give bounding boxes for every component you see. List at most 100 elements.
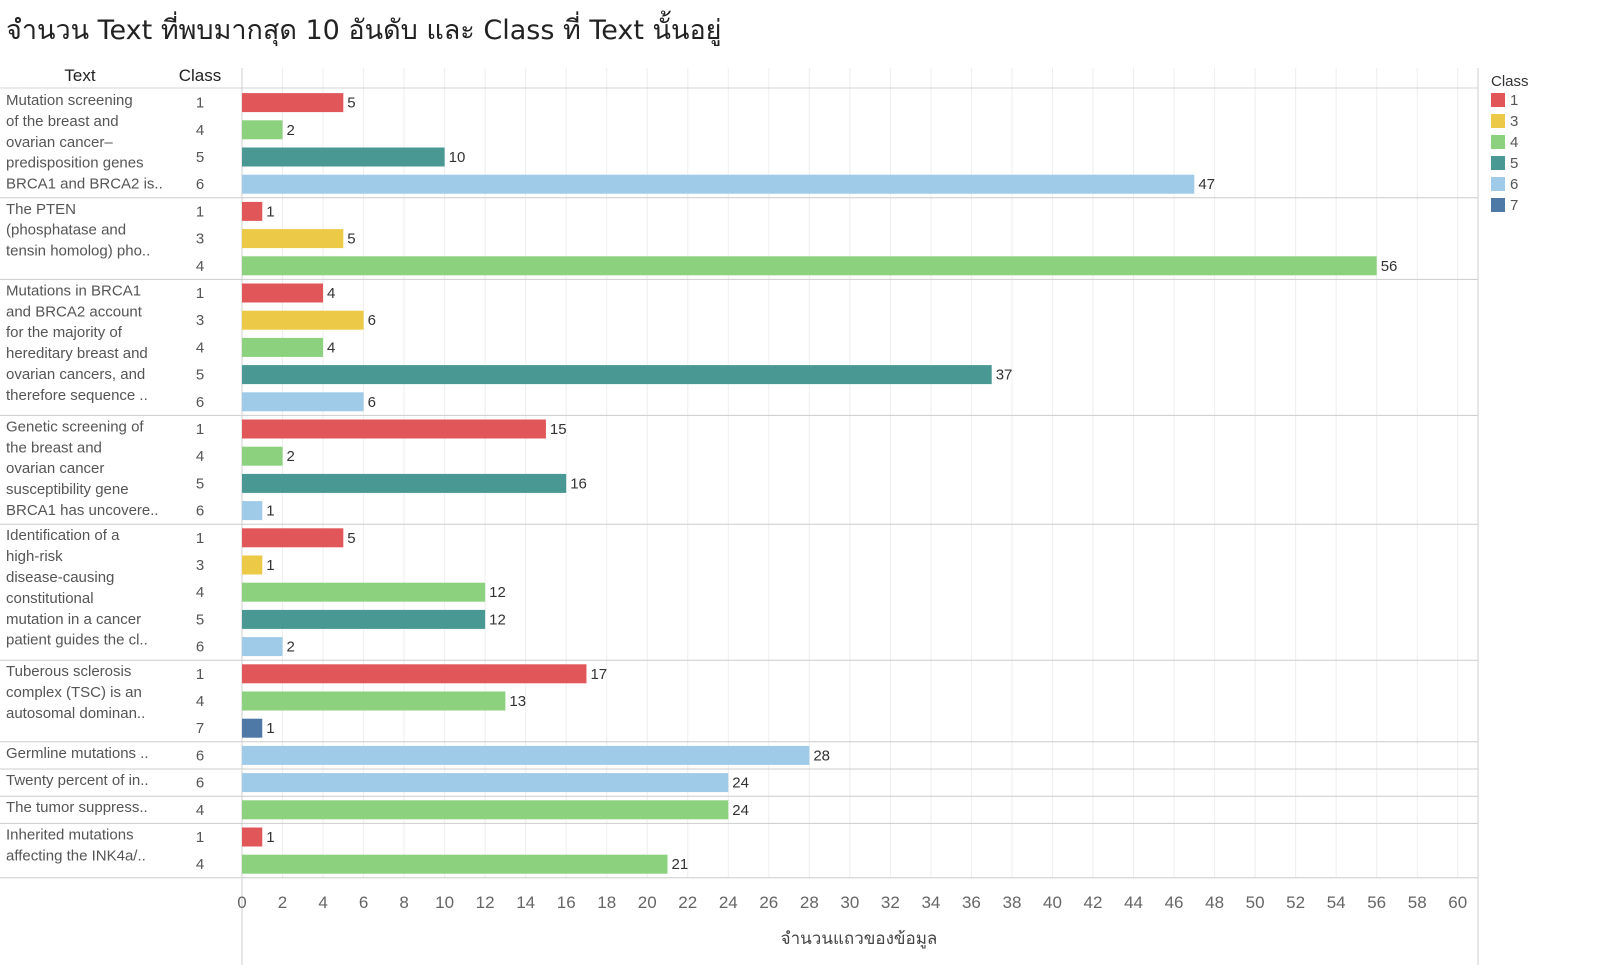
grid-lines bbox=[241, 68, 1459, 878]
legend[interactable]: Class 1 3 4 5 6 7 bbox=[1491, 73, 1529, 214]
legend-swatch-5[interactable] bbox=[1491, 156, 1505, 170]
row-text-label: The tumor suppress.. bbox=[6, 799, 148, 816]
bar-class-4[interactable] bbox=[242, 446, 283, 466]
bar-value-label: 10 bbox=[449, 149, 466, 166]
row-text-label: (phosphatase and bbox=[6, 222, 126, 239]
bar-class-6[interactable] bbox=[242, 174, 1195, 194]
bar-value-label: 1 bbox=[266, 503, 274, 520]
legend-label: 6 bbox=[1510, 176, 1518, 193]
bar-class-1[interactable] bbox=[242, 201, 263, 221]
x-tick-label: 12 bbox=[476, 893, 495, 912]
class-label: 1 bbox=[196, 829, 204, 846]
legend-label: 1 bbox=[1510, 92, 1518, 109]
row-text-label: affecting the INK4a/.. bbox=[6, 847, 146, 864]
bar-class-4[interactable] bbox=[242, 256, 1377, 276]
row-text-label: constitutional bbox=[6, 590, 94, 607]
bar-value-label: 24 bbox=[732, 802, 749, 819]
x-tick-label: 22 bbox=[678, 893, 697, 912]
x-tick-label: 26 bbox=[759, 893, 778, 912]
row-text-label: for the majority of bbox=[6, 324, 123, 341]
legend-swatch-1[interactable] bbox=[1491, 93, 1505, 107]
bar-class-5[interactable] bbox=[242, 365, 992, 385]
bar-class-1[interactable] bbox=[242, 827, 263, 847]
x-tick-label: 54 bbox=[1327, 893, 1346, 912]
row-text-label: patient guides the cl.. bbox=[6, 632, 148, 649]
class-label: 4 bbox=[196, 693, 204, 710]
bar-class-6[interactable] bbox=[242, 501, 263, 521]
row-text-label: ovarian cancer– bbox=[6, 134, 113, 151]
x-tick-label: 58 bbox=[1408, 893, 1427, 912]
class-label: 5 bbox=[196, 475, 204, 492]
row-text-label: of the breast and bbox=[6, 113, 119, 130]
text-column-header: Text bbox=[64, 66, 95, 85]
bar-class-5[interactable] bbox=[242, 609, 486, 629]
row-separators bbox=[0, 197, 1478, 879]
x-tick-label: 2 bbox=[278, 893, 287, 912]
bar-value-label: 47 bbox=[1198, 176, 1215, 193]
bar-class-4[interactable] bbox=[242, 854, 668, 874]
bar-value-label: 37 bbox=[996, 367, 1013, 384]
legend-swatch-7[interactable] bbox=[1491, 198, 1505, 212]
bar-class-6[interactable] bbox=[242, 637, 283, 657]
class-label: 1 bbox=[196, 666, 204, 683]
bar-class-5[interactable] bbox=[242, 473, 567, 493]
class-label: 3 bbox=[196, 557, 204, 574]
bar-class-5[interactable] bbox=[242, 147, 445, 167]
row-text-label: high-risk bbox=[6, 548, 63, 565]
x-tick-label: 44 bbox=[1124, 893, 1143, 912]
class-label: 4 bbox=[196, 448, 204, 465]
bar-class-1[interactable] bbox=[242, 664, 587, 684]
x-tick-label: 60 bbox=[1448, 893, 1467, 912]
bar-class-4[interactable] bbox=[242, 120, 283, 140]
x-tick-label: 8 bbox=[399, 893, 408, 912]
bar-class-4[interactable] bbox=[242, 337, 324, 357]
class-label: 3 bbox=[196, 231, 204, 248]
bar-value-label: 6 bbox=[368, 394, 376, 411]
class-label: 4 bbox=[196, 802, 204, 819]
bar-class-3[interactable] bbox=[242, 555, 263, 575]
legend-swatch-6[interactable] bbox=[1491, 177, 1505, 191]
chart-frame bbox=[0, 68, 1479, 965]
bar-class-4[interactable] bbox=[242, 800, 729, 820]
bar-class-1[interactable] bbox=[242, 528, 344, 548]
bar-value-label: 4 bbox=[327, 285, 335, 302]
x-tick-label: 28 bbox=[800, 893, 819, 912]
x-tick-label: 4 bbox=[318, 893, 327, 912]
bar-class-6[interactable] bbox=[242, 745, 810, 765]
row-text-label: Identification of a bbox=[6, 527, 120, 544]
bar-value-label: 13 bbox=[509, 693, 526, 710]
x-axis-ticks: 0 2 4 6 8 10 12 14 16 18 20 22 24 26 28 30 32 34 36 38 40 42 4… bbox=[237, 893, 1467, 912]
bar-class-1[interactable] bbox=[242, 93, 344, 113]
row-text-label: tensin homolog) pho.. bbox=[6, 243, 150, 260]
bar-class-1[interactable] bbox=[242, 283, 324, 303]
x-tick-label: 0 bbox=[237, 893, 246, 912]
bar-value-label: 24 bbox=[732, 775, 749, 792]
bar-value-label: 17 bbox=[590, 666, 607, 683]
class-label: 4 bbox=[196, 122, 204, 139]
bar-value-label: 2 bbox=[287, 639, 295, 656]
x-axis-title: จำนวนแถวของข้อมูล bbox=[781, 929, 938, 949]
row-header-area: Text Class bbox=[64, 66, 221, 85]
bar-class-3[interactable] bbox=[242, 310, 364, 330]
class-label: 1 bbox=[196, 285, 204, 302]
row-text-label: BRCA1 and BRCA2 is.. bbox=[6, 176, 163, 193]
legend-swatch-4[interactable] bbox=[1491, 135, 1505, 149]
bar-value-label: 12 bbox=[489, 611, 506, 628]
x-tick-label: 50 bbox=[1246, 893, 1265, 912]
class-label: 4 bbox=[196, 258, 204, 275]
x-tick-label: 46 bbox=[1165, 893, 1184, 912]
bar-value-label: 5 bbox=[347, 231, 355, 248]
bar-value-label: 1 bbox=[266, 203, 274, 220]
x-tick-label: 36 bbox=[962, 893, 981, 912]
legend-swatch-3[interactable] bbox=[1491, 114, 1505, 128]
bar-class-3[interactable] bbox=[242, 229, 344, 249]
bar-class-6[interactable] bbox=[242, 392, 364, 412]
bar-class-4[interactable] bbox=[242, 582, 486, 602]
bar-class-4[interactable] bbox=[242, 691, 506, 711]
bar-value-label: 15 bbox=[550, 421, 567, 438]
bar-class-7[interactable] bbox=[242, 718, 263, 738]
bar-class-6[interactable] bbox=[242, 773, 729, 793]
row-text-label: ovarian cancers, and bbox=[6, 366, 145, 383]
legend-label: 4 bbox=[1510, 134, 1518, 151]
bar-class-1[interactable] bbox=[242, 419, 546, 439]
